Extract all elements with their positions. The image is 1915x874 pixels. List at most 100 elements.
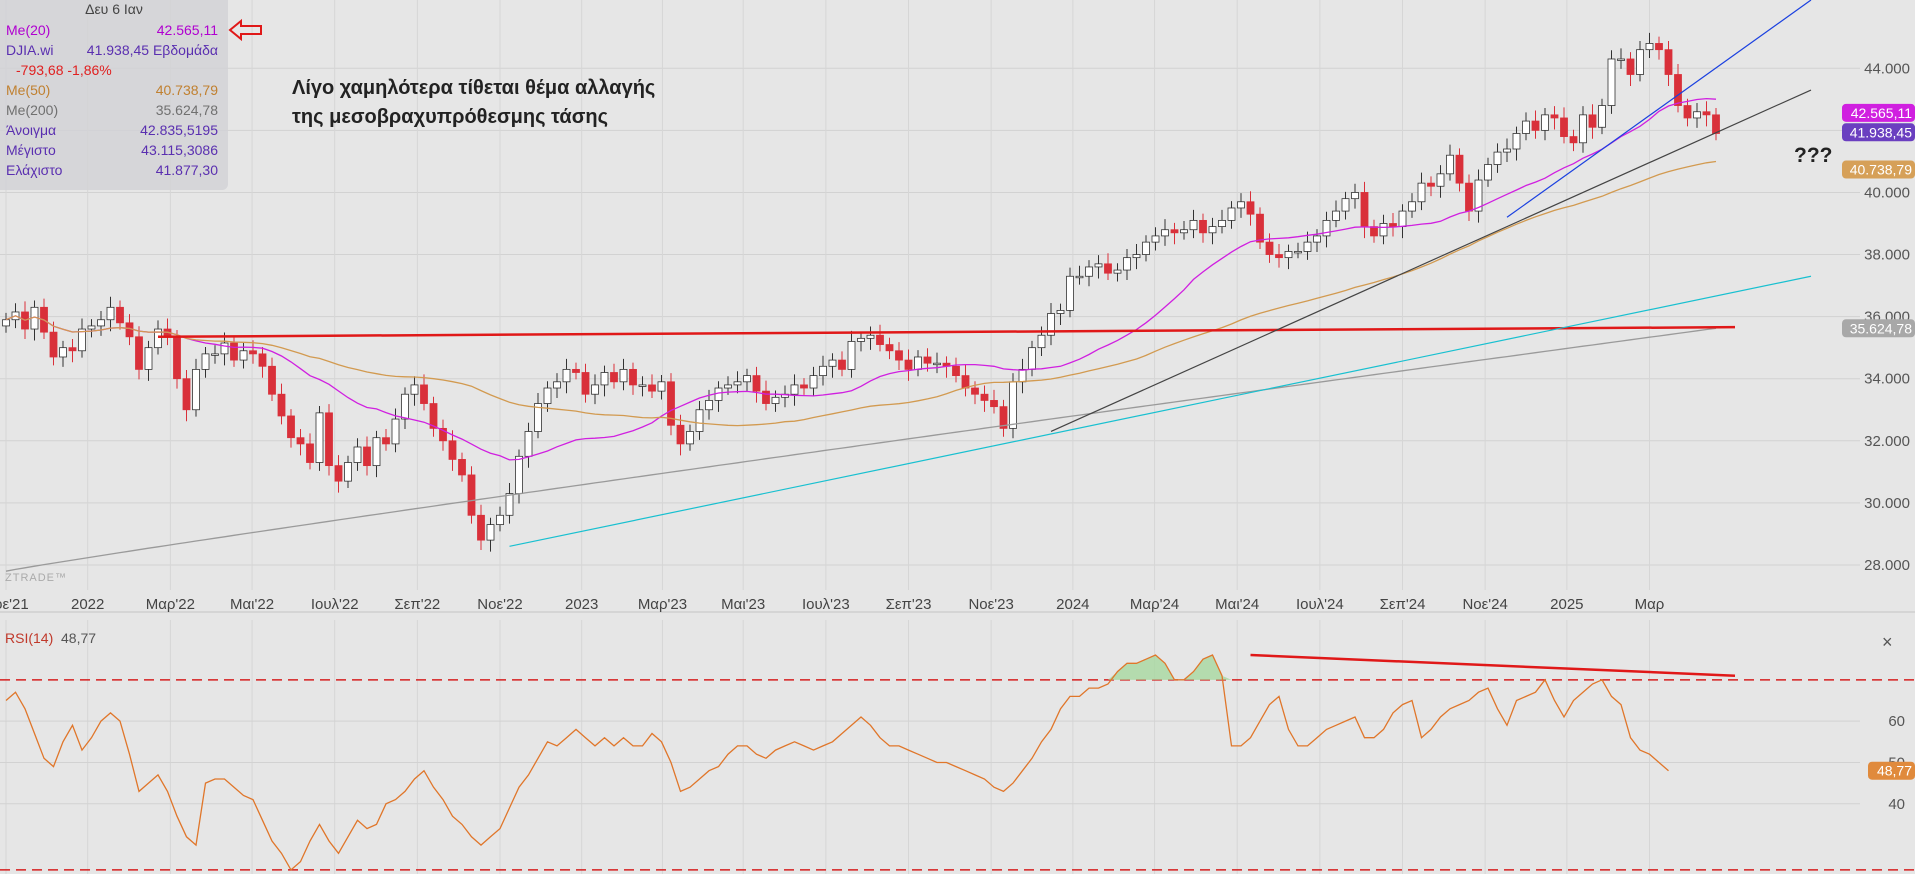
candle-body bbox=[1189, 219, 1198, 231]
candle-body bbox=[182, 378, 191, 411]
candle-body bbox=[1427, 182, 1435, 187]
annotation-question: ??? bbox=[1794, 144, 1833, 167]
candle-body bbox=[1626, 58, 1635, 75]
close-rsi-button[interactable]: × bbox=[1882, 632, 1893, 652]
candle-body bbox=[695, 409, 704, 432]
candle-body bbox=[1541, 114, 1549, 131]
candle-body bbox=[610, 372, 618, 383]
watermark: ZTRADE™ bbox=[5, 572, 67, 584]
candle-body bbox=[1617, 58, 1625, 61]
candle-body bbox=[325, 412, 333, 467]
candle-body bbox=[534, 403, 542, 432]
candle-body bbox=[999, 406, 1008, 429]
candle-body bbox=[154, 328, 162, 349]
x-tick-label: Ιουλ'24 bbox=[1296, 596, 1344, 613]
x-tick-label: Νοε'22 bbox=[477, 596, 522, 613]
candle-body bbox=[1170, 229, 1179, 234]
trendline bbox=[1050, 89, 1812, 433]
candle-body bbox=[971, 387, 979, 395]
candle-body bbox=[1569, 136, 1578, 144]
candle-body bbox=[895, 350, 903, 361]
candle-body bbox=[1294, 251, 1302, 254]
candle-body bbox=[1655, 43, 1663, 51]
candle-body bbox=[771, 396, 780, 404]
candle-body bbox=[1322, 219, 1331, 237]
candle-body bbox=[790, 384, 799, 395]
candle-body bbox=[1645, 43, 1654, 51]
rsi-line bbox=[5, 654, 1669, 871]
candle-body bbox=[562, 368, 571, 383]
candle-body bbox=[980, 393, 989, 401]
candle-body bbox=[733, 381, 742, 386]
candle-body bbox=[135, 336, 143, 370]
candle-body bbox=[1132, 254, 1141, 259]
candle-body bbox=[1493, 151, 1502, 165]
rsi-overbought-fill bbox=[1127, 663, 1137, 680]
candle-body bbox=[866, 334, 875, 339]
price-tag: 35.624,78 bbox=[1842, 319, 1915, 338]
candle-body bbox=[838, 359, 846, 370]
price-tick-label: 38.000 bbox=[1864, 247, 1910, 264]
info-panel: Δευ 6 Ιαν Me(20) 42.565,11 DJIA.wi 41.93… bbox=[0, 0, 228, 190]
candle-body bbox=[1246, 201, 1255, 215]
candle-body bbox=[1199, 219, 1207, 234]
price-tag: 40.738,79 bbox=[1842, 160, 1915, 179]
candle-body bbox=[192, 368, 200, 411]
info-label: Me(200) bbox=[6, 102, 59, 118]
candle-body bbox=[1455, 154, 1464, 184]
info-label: Ελάχιστο bbox=[6, 162, 63, 178]
candle-body bbox=[1341, 198, 1350, 212]
x-tick-label: 2022 bbox=[71, 596, 104, 613]
trendline bbox=[1506, 0, 1812, 218]
candle-body bbox=[1009, 381, 1017, 429]
candle-body bbox=[1389, 223, 1397, 228]
candle-body bbox=[1693, 111, 1701, 119]
candle-body bbox=[657, 381, 666, 392]
candle-body bbox=[819, 365, 827, 377]
price-tag-bg bbox=[1842, 319, 1915, 338]
candle-body bbox=[923, 356, 932, 364]
price-tag: 42.565,11 bbox=[1842, 103, 1915, 122]
candle-body bbox=[752, 375, 761, 392]
candle-body bbox=[59, 347, 67, 358]
candle-body bbox=[363, 446, 371, 467]
candle-body bbox=[429, 403, 438, 429]
candle-body bbox=[629, 368, 637, 386]
candle-body bbox=[1636, 49, 1644, 75]
price-tick-label: 44.000 bbox=[1864, 60, 1910, 77]
candle-body bbox=[762, 390, 770, 404]
price-tag: 41.938,45 bbox=[1842, 123, 1915, 142]
candle-body bbox=[952, 365, 960, 377]
info-row-ma50: Me(50) 40.738,79 bbox=[6, 82, 218, 100]
candle-body bbox=[410, 384, 419, 395]
candle-body bbox=[1531, 120, 1540, 131]
candle-body bbox=[1674, 74, 1682, 106]
candle-body bbox=[1379, 223, 1388, 237]
x-tick-label: Νοε'23 bbox=[968, 596, 1013, 613]
candle-body bbox=[49, 331, 58, 358]
info-row-high: Μέγιστο 43.115,3086 bbox=[6, 142, 218, 160]
x-tick-label: 2025 bbox=[1550, 596, 1583, 613]
candle-body bbox=[543, 387, 552, 404]
candle-body bbox=[1113, 269, 1122, 274]
candle-body bbox=[391, 418, 400, 445]
x-tick-label: Μαρ'23 bbox=[638, 596, 687, 613]
annotation-line-1: Λίγο χαμηλότερα τίθεται θέμα αλλαγής bbox=[292, 77, 656, 99]
candle-body bbox=[1332, 210, 1340, 221]
info-value: 40.738,79 bbox=[155, 82, 218, 98]
candle-body bbox=[876, 334, 884, 345]
candle-body bbox=[439, 427, 447, 442]
rsi-tag-label: 48,77 bbox=[1877, 763, 1912, 779]
candle-body bbox=[1142, 241, 1150, 255]
x-tick-label: Σεπ'22 bbox=[394, 596, 440, 613]
candle-body bbox=[1503, 148, 1511, 153]
candle-body bbox=[258, 353, 267, 367]
candle-body bbox=[1398, 210, 1407, 228]
info-change: -793,68 -1,86% bbox=[16, 62, 112, 78]
info-date: Δευ 6 Ιαν bbox=[85, 1, 143, 17]
candle-body bbox=[1408, 201, 1416, 212]
price-tag-label: 41.938,45 bbox=[1850, 124, 1912, 140]
candle-body bbox=[885, 344, 894, 352]
candle-body bbox=[201, 353, 210, 370]
candle-body bbox=[990, 400, 998, 408]
